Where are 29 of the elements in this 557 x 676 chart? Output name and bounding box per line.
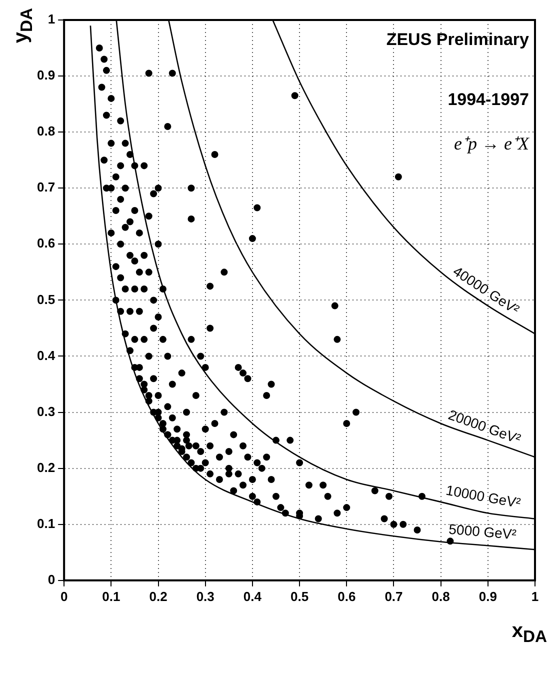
y-tick-label: 0 [48, 572, 56, 587]
x-tick-label: 0.1 [102, 588, 120, 604]
text: ZEUS Preliminary [386, 30, 530, 50]
annotation: e⁺p → e⁺X [454, 134, 530, 154]
annotation: 1994-1997 [448, 90, 529, 110]
x-tick-label: 0.8 [432, 588, 450, 604]
x-tick-label: 0.2 [149, 588, 168, 604]
x-tick-label: 0.9 [478, 588, 497, 604]
y-tick-label: 0.2 [36, 460, 56, 475]
x-tick-label: 0 [60, 588, 68, 604]
x-tick-label: 1 [531, 588, 539, 604]
y-tick-label: 0.9 [36, 68, 56, 83]
text: 10000 GeV² [444, 482, 522, 511]
x-axis-title: x$_{DA}$ [512, 620, 547, 647]
x-tick-label: 0.4 [243, 588, 262, 604]
text: 20000 GeV² [446, 406, 524, 447]
series-label: 5000 GeV² [448, 520, 518, 542]
y-tick-label: 0.3 [36, 404, 56, 419]
y-tick-label: 0.7 [36, 180, 56, 195]
y-tick-label: 0.1 [36, 516, 56, 531]
y-tick-label: 0.6 [36, 236, 56, 251]
x-tick-label: 0.3 [196, 588, 214, 604]
x-tick-label: 0.6 [338, 588, 356, 604]
y-tick-label: 1 [48, 12, 56, 27]
y-tick-label: 0.8 [36, 124, 56, 139]
y-tick-label: 0.4 [36, 348, 56, 363]
x-tick-label: 0.5 [290, 588, 309, 604]
x-tick-label: 0.7 [384, 588, 403, 604]
y-tick-label: 0.5 [36, 292, 56, 307]
